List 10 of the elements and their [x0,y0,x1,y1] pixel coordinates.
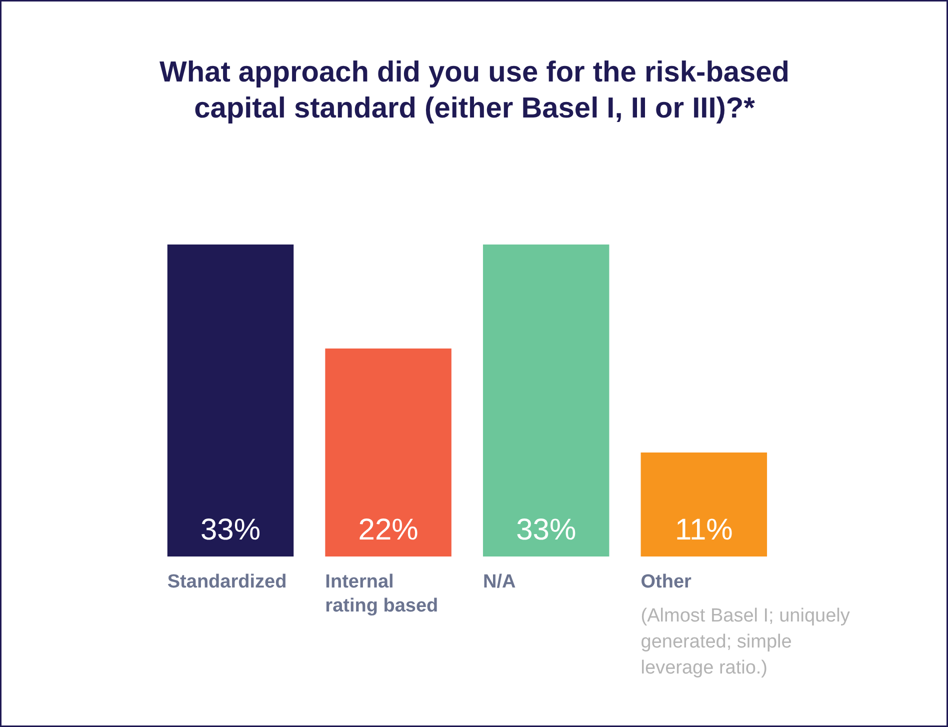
data-label: 33% [200,514,261,546]
x-tick-label: Internal rating based [325,572,438,616]
x-tick-label: Standardized [167,572,287,592]
x-tick-label: Other [640,572,692,592]
text: (Almost Basel I; uniquely generated; simple leverage ratio.) [640,606,850,678]
data-label: 33% [516,514,576,546]
data-label: 22% [358,514,418,546]
chart-title: What approach did you use for the risk-based capital standard (either Basel I, II or III)?* [159,56,790,124]
data-label: 11% [674,514,733,546]
x-tick-label: N/A [482,572,516,592]
